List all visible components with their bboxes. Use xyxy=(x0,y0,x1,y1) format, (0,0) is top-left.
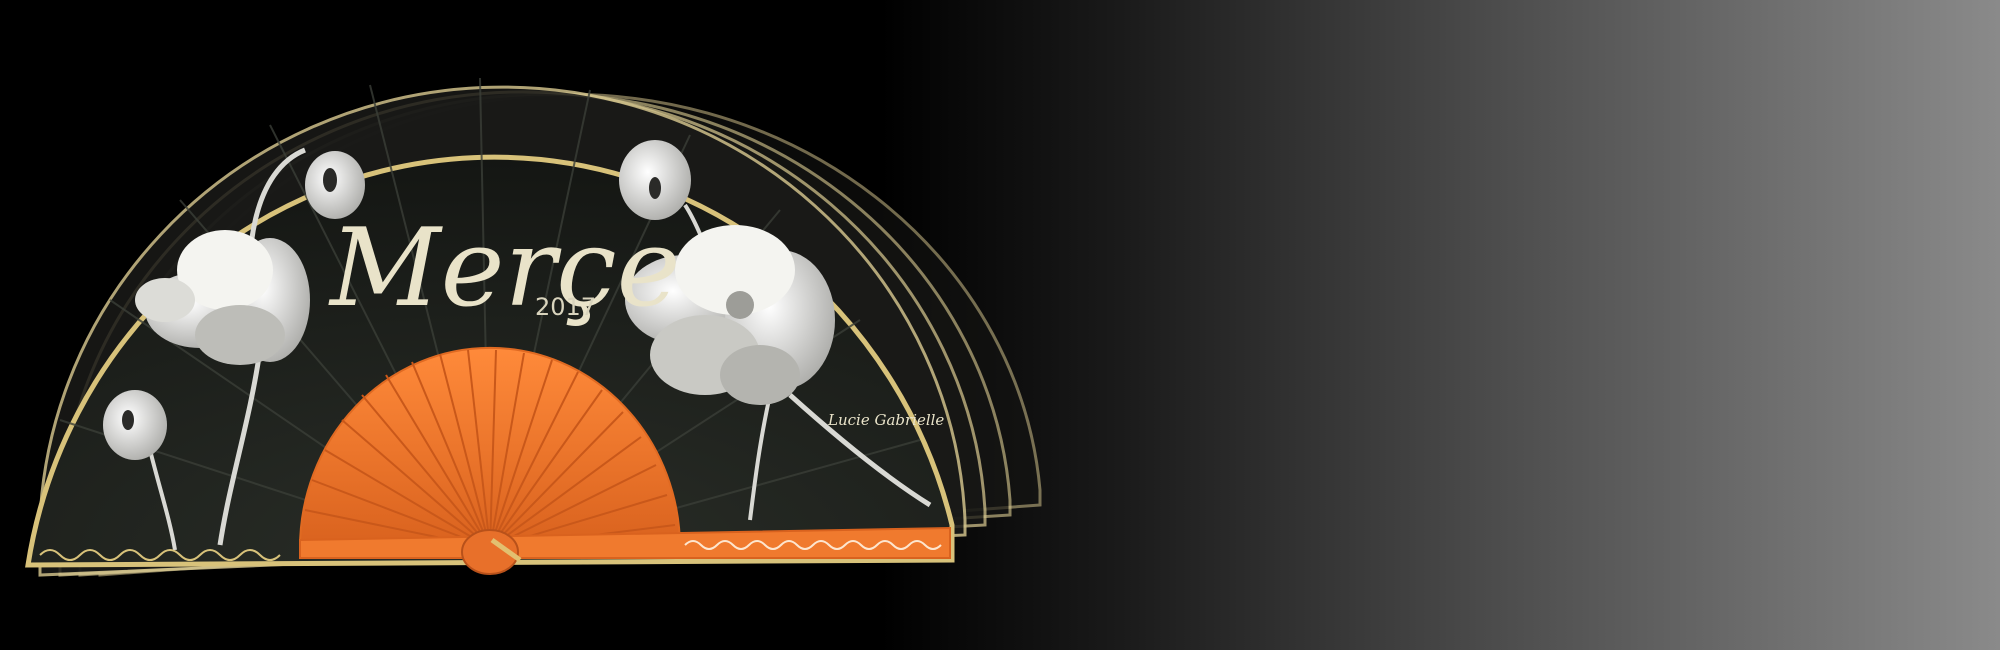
artist-signature: Lucie Gabrielle xyxy=(827,411,944,429)
right-poppy xyxy=(625,225,932,521)
left-poppy xyxy=(135,147,310,546)
fan-year: 2017 xyxy=(535,293,596,321)
fan-ribs xyxy=(298,346,682,549)
gold-edge-ornament xyxy=(39,549,281,561)
fan-pivot xyxy=(461,529,522,575)
fan-illustration: Merçe 2017 Lucie Gabrielle xyxy=(25,77,1042,577)
left-top-bud xyxy=(305,151,365,219)
fan-title: Merçe xyxy=(328,206,681,331)
lower-left-bud xyxy=(103,390,177,551)
guard-ornament xyxy=(684,540,942,550)
